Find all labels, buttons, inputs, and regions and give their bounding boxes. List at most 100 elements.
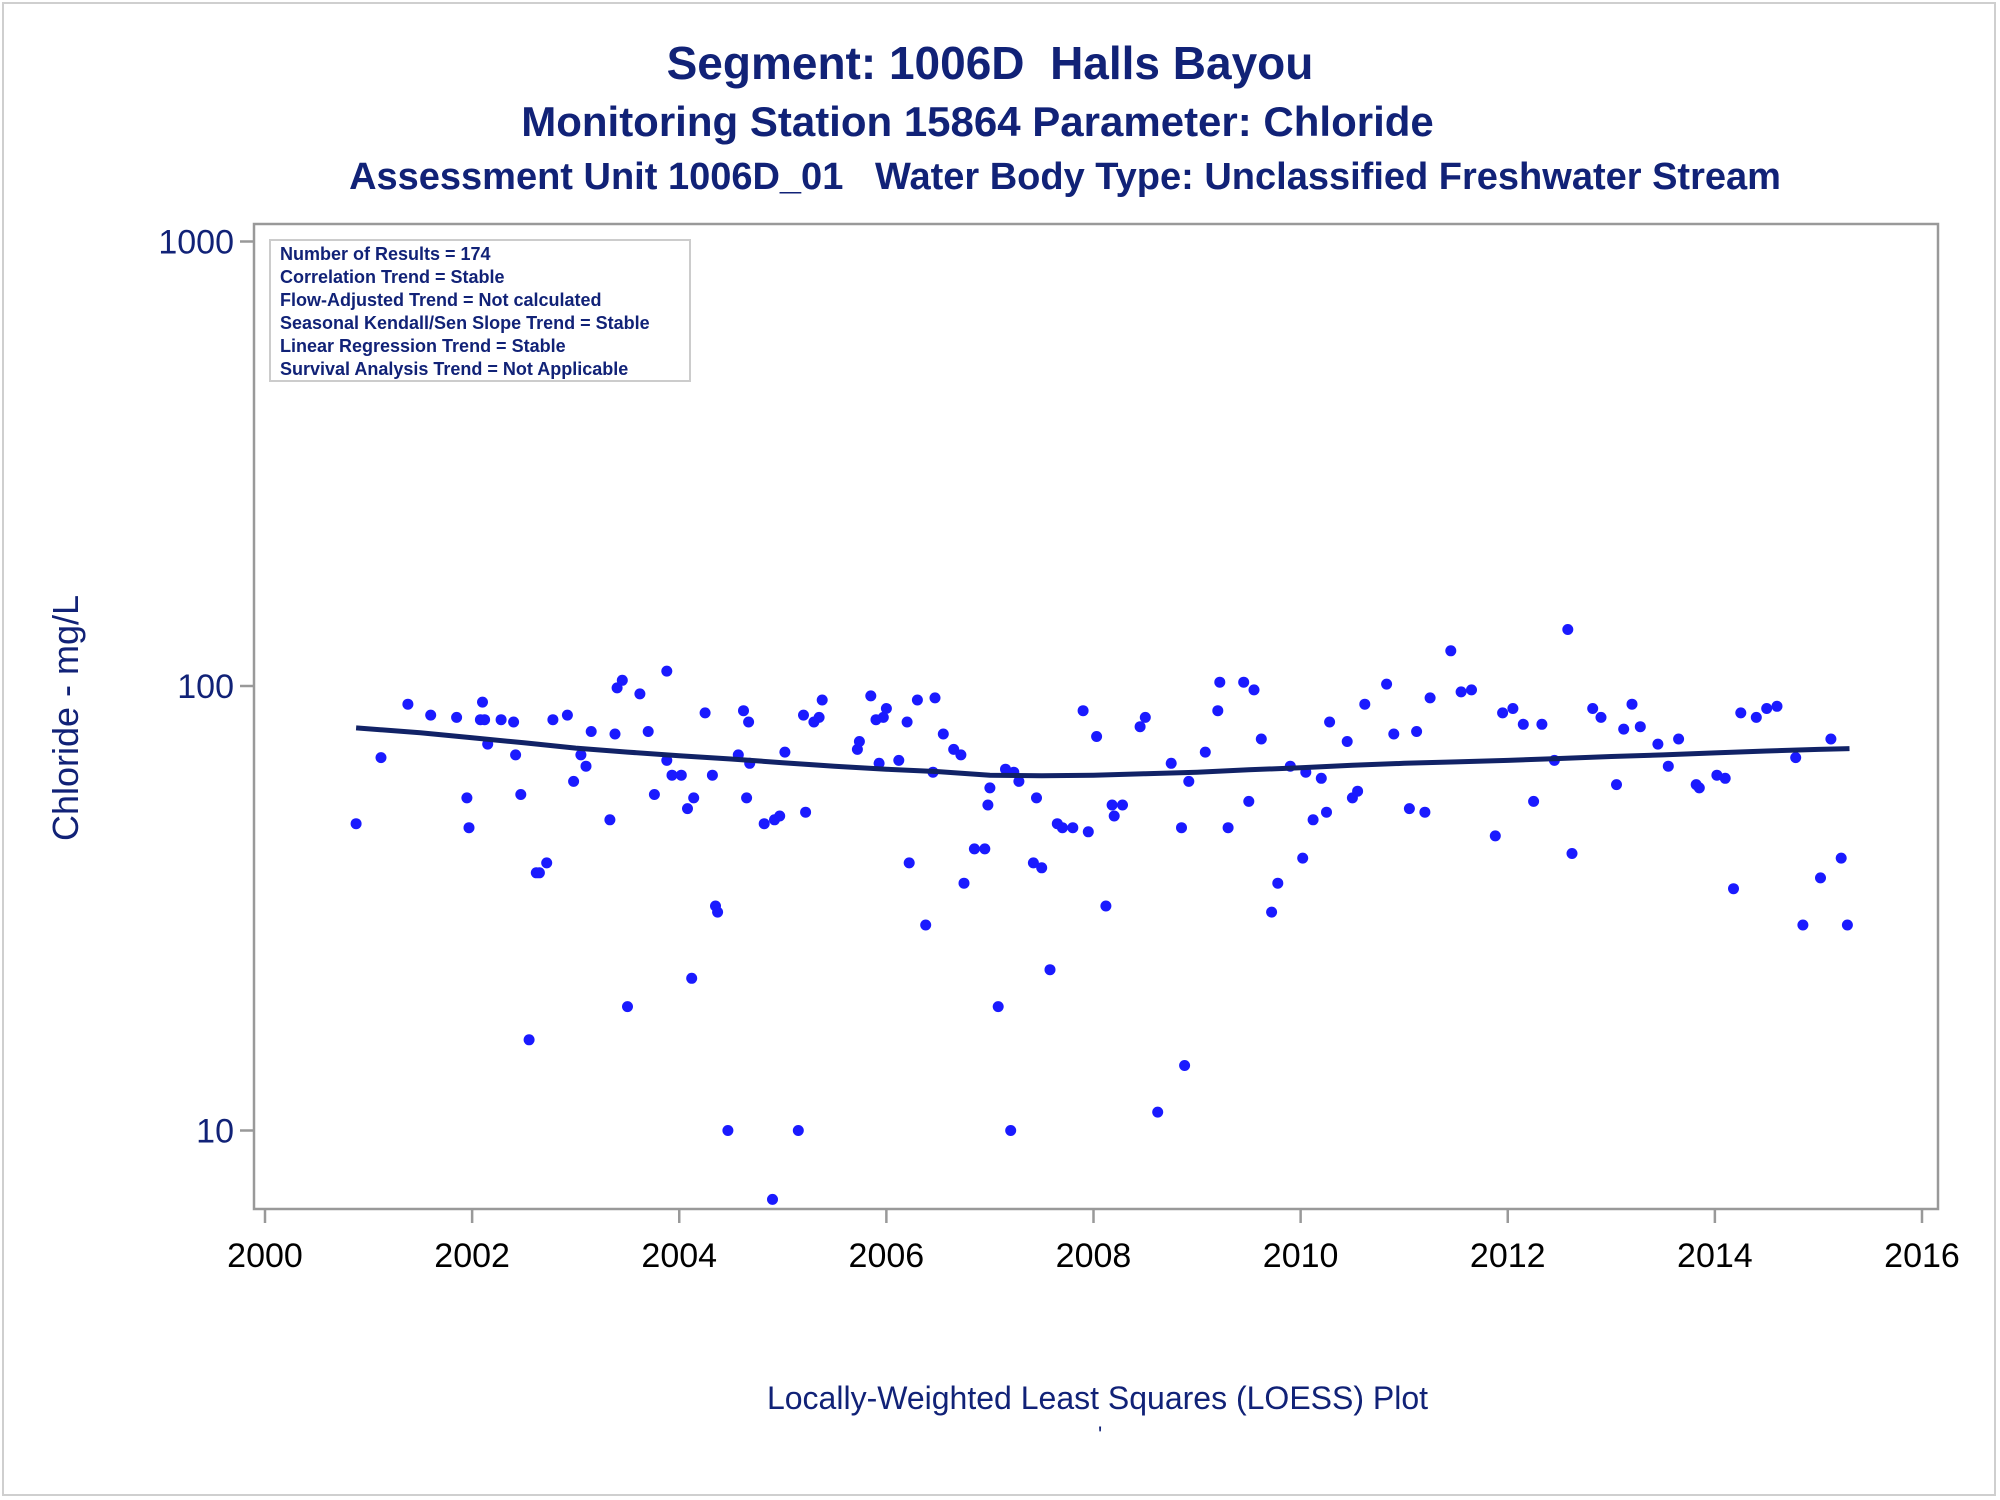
x-tick-label: 2014 — [1677, 1237, 1753, 1275]
data-point — [1693, 782, 1705, 794]
data-point — [992, 1001, 1004, 1013]
data-point — [1489, 830, 1501, 842]
data-point — [1117, 799, 1128, 811]
data-points — [350, 369, 1853, 1205]
data-point — [648, 789, 660, 800]
data-point — [1587, 703, 1599, 714]
data-point — [1255, 733, 1267, 745]
x-tick-label: 2004 — [641, 1237, 717, 1275]
x-tick-label: 2000 — [227, 1237, 303, 1275]
data-point — [1082, 826, 1094, 838]
data-point — [743, 716, 755, 728]
data-point — [901, 716, 913, 728]
data-point — [1424, 692, 1436, 704]
chart-subtitle-2: Assessment Unit 1006D_01 Water Body Type… — [349, 156, 1781, 198]
data-point — [1352, 785, 1364, 797]
data-point — [1562, 624, 1574, 635]
data-point — [1611, 779, 1622, 791]
data-point — [1750, 711, 1762, 723]
inset-correlation-trend: Correlation Trend = Stable — [280, 267, 505, 287]
data-point — [350, 818, 362, 830]
data-point — [1077, 705, 1089, 717]
data-point — [984, 782, 996, 794]
data-point — [758, 818, 770, 830]
data-point — [1044, 964, 1056, 976]
data-point — [893, 754, 905, 766]
data-point — [580, 760, 592, 772]
y-axis-title: Chloride - mg/L — [45, 595, 86, 841]
inset-flow-adjusted-trend: Flow-Adjusted Trend = Not calculated — [280, 290, 602, 310]
data-point — [1100, 900, 1112, 912]
data-point — [463, 822, 475, 834]
data-point — [738, 705, 749, 717]
data-point — [1214, 676, 1226, 688]
data-point — [402, 698, 414, 710]
data-point — [634, 688, 646, 700]
x-tick-label: 2010 — [1263, 1237, 1339, 1275]
data-point — [425, 709, 437, 721]
data-point — [816, 694, 828, 706]
data-point — [1517, 718, 1529, 730]
data-point — [1266, 906, 1278, 918]
data-point — [880, 703, 892, 714]
data-point — [1815, 872, 1826, 884]
data-point — [541, 857, 553, 869]
data-point — [1139, 711, 1151, 723]
data-point — [1179, 1060, 1191, 1071]
data-point — [533, 867, 545, 879]
y-axis: 10 100 1000 — [158, 224, 254, 1151]
data-point — [1618, 723, 1630, 735]
data-point — [1134, 721, 1146, 733]
data-point — [1797, 919, 1809, 931]
data-point — [1307, 814, 1319, 826]
data-point — [1507, 703, 1519, 714]
data-point — [477, 696, 488, 708]
data-point — [1238, 676, 1250, 688]
data-point — [1528, 795, 1540, 807]
data-point — [813, 711, 825, 723]
data-point — [1497, 707, 1509, 719]
data-point — [865, 690, 877, 702]
data-point — [1341, 736, 1353, 747]
data-point — [1381, 678, 1393, 690]
data-point — [1835, 852, 1847, 864]
data-point — [1106, 799, 1118, 811]
data-point — [642, 726, 654, 737]
data-point — [661, 754, 673, 766]
x-tick-label: 2006 — [849, 1237, 925, 1275]
data-point — [1013, 775, 1025, 787]
data-point — [1027, 857, 1039, 869]
data-point — [688, 792, 700, 804]
data-point — [1067, 822, 1079, 834]
loess-trend — [355, 725, 1850, 779]
data-point — [1165, 757, 1177, 769]
data-point — [1183, 775, 1195, 787]
data-point — [937, 728, 949, 740]
x-tick-label: 2008 — [1056, 1237, 1132, 1275]
data-point — [1595, 711, 1607, 723]
data-point — [774, 810, 786, 822]
data-point — [955, 749, 967, 761]
footnote-mark: ' — [1098, 1422, 1103, 1447]
data-point — [1091, 731, 1103, 742]
data-point — [741, 792, 753, 804]
data-point — [1445, 645, 1457, 657]
inset-linear-regression-trend: Linear Regression Trend = Stable — [280, 336, 566, 356]
chart-title: Segment: 1006D Halls Bayou — [666, 37, 1314, 89]
data-point — [1411, 726, 1423, 737]
data-point — [712, 906, 724, 918]
data-point — [798, 709, 809, 721]
data-point — [1466, 684, 1477, 696]
data-point — [1056, 822, 1068, 834]
data-point — [1719, 772, 1731, 784]
data-point — [1652, 738, 1664, 750]
data-point — [1771, 700, 1783, 712]
y-tick-label: 10 — [196, 1113, 234, 1151]
inset-survival-analysis-trend: Survival Analysis Trend = Not Applicable — [280, 359, 628, 379]
data-point — [585, 726, 597, 737]
data-point — [1419, 806, 1431, 818]
data-point — [561, 709, 573, 721]
data-point — [523, 1034, 535, 1046]
data-point — [575, 749, 587, 761]
